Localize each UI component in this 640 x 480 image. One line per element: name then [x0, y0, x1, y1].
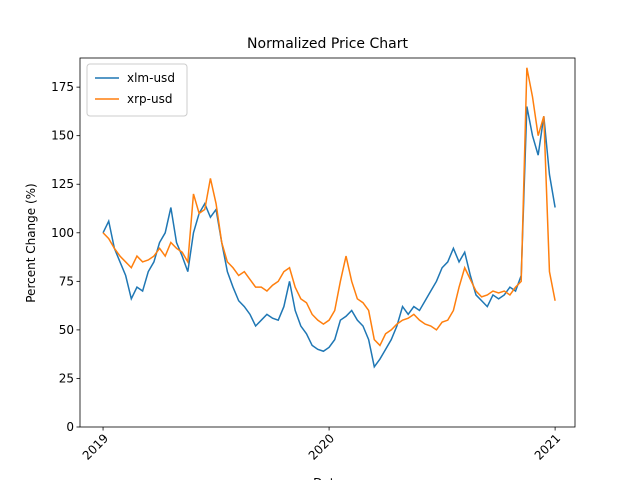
legend-label: xrp-usd [127, 92, 172, 106]
chart-title: Normalized Price Chart [247, 36, 408, 52]
y-tick-label: 50 [59, 323, 74, 337]
legend-label: xlm-usd [127, 71, 175, 85]
y-tick-label: 75 [59, 274, 74, 288]
y-tick-label: 125 [51, 177, 74, 191]
legend-box [86, 63, 188, 117]
y-tick-label: 100 [51, 226, 74, 240]
y-tick-label: 0 [66, 420, 74, 434]
y-tick-label: 25 [59, 371, 74, 385]
x-axis-label: Date [313, 476, 342, 480]
data-line [102, 106, 556, 369]
data-line [102, 67, 556, 347]
y-tick-label: 175 [51, 80, 74, 94]
plot-frame [79, 57, 576, 428]
y-tick-label: 150 [51, 129, 74, 143]
y-axis-label: Percent Change (%) [24, 183, 38, 303]
